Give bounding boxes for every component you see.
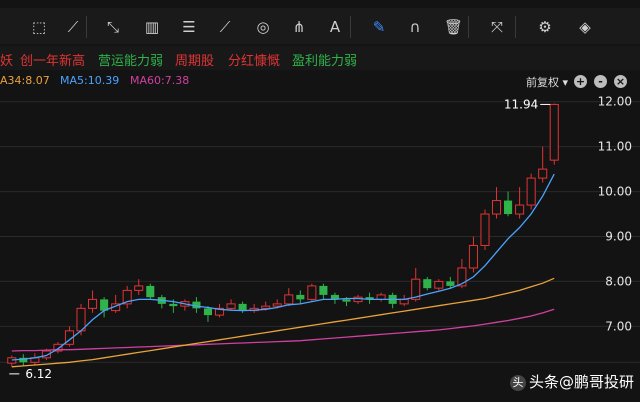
candle-body xyxy=(122,289,132,305)
candle-body xyxy=(238,303,247,311)
candle-body xyxy=(7,357,17,364)
high-price-label: 11.94 xyxy=(504,97,538,111)
candle-body xyxy=(284,294,294,305)
bars-icon[interactable]: ▥ xyxy=(144,18,160,36)
pen-icon[interactable]: ✎ xyxy=(372,18,386,36)
close-button[interactable]: × xyxy=(614,75,627,88)
toolbar-divider xyxy=(468,16,469,38)
stock-tag[interactable]: 分红慷慨 xyxy=(228,54,281,69)
candle-body xyxy=(134,285,144,291)
candle-body xyxy=(88,298,98,309)
watermark-label: @鹏哥投研 xyxy=(559,373,635,391)
candle-body xyxy=(468,244,478,269)
ma34-value: A34:8.07 xyxy=(0,74,50,87)
candle-body xyxy=(261,305,271,309)
candle-body xyxy=(330,294,339,300)
low-price-label: 6.12 xyxy=(25,367,52,381)
polyline-icon[interactable]: ⤡ xyxy=(106,18,119,36)
candle-body xyxy=(399,298,409,305)
candle-body xyxy=(434,280,444,289)
fan-icon[interactable]: ⟋ xyxy=(67,18,79,36)
candle-body xyxy=(41,350,51,359)
candle-body xyxy=(226,303,236,309)
ma60-value: MA60:7.38 xyxy=(130,74,190,87)
toolbar-divider xyxy=(86,16,87,38)
zoom-out-button[interactable]: - xyxy=(594,75,607,88)
magnet-icon[interactable]: ∩ xyxy=(409,18,421,36)
candle-body xyxy=(353,296,363,303)
candle-body xyxy=(515,204,525,215)
layers-icon[interactable]: ◈ xyxy=(579,18,591,36)
toutiao-logo-icon: 头 xyxy=(510,374,526,391)
price-tick-label: 9.00 xyxy=(605,230,632,244)
ma5-line xyxy=(11,173,555,361)
price-tick-label: 12.00 xyxy=(598,95,632,109)
stock-tag[interactable]: 周期股 xyxy=(175,54,215,69)
candle-body xyxy=(342,299,351,302)
cycle-icon[interactable]: ◎ xyxy=(256,18,270,36)
channel-icon[interactable]: ☰ xyxy=(182,18,196,36)
candle-body xyxy=(169,303,178,307)
candle-body xyxy=(214,307,225,316)
candle-body xyxy=(538,168,548,179)
price-tick-label: 7.00 xyxy=(605,319,632,333)
pitchfork-icon[interactable]: ⋔ xyxy=(292,18,306,36)
candle-body xyxy=(491,200,502,215)
zoom-in-button[interactable]: + xyxy=(574,75,587,88)
candle-body xyxy=(272,303,282,307)
candle-body xyxy=(192,301,201,309)
stock-tag[interactable]: 营运能力弱 xyxy=(98,54,164,69)
price-tick-label: 10.00 xyxy=(598,185,632,199)
candle-body xyxy=(19,357,28,363)
candle-body xyxy=(307,285,317,300)
candle-body xyxy=(319,285,328,295)
triangle-down-icon: ▾ xyxy=(562,76,569,89)
ma-legend: A34:8.07 MA5:10.39 MA60:7.38 xyxy=(0,74,640,90)
price-tick-label: 8.00 xyxy=(605,274,632,288)
toolbar-divider xyxy=(515,16,516,38)
tag-bar: 妖创一年新高 营运能力弱 周期股 分红慷慨 盈利能力弱 xyxy=(0,46,640,70)
watermark: 头头条@鹏哥投研 xyxy=(510,371,634,392)
toolbar-divider xyxy=(350,16,351,38)
candle-body xyxy=(64,330,75,345)
restoration-dropdown[interactable]: 前复权 ▾ xyxy=(526,74,568,90)
candle-body xyxy=(411,278,421,300)
candle-body xyxy=(549,103,559,161)
candle-body xyxy=(53,343,63,352)
stock-tag[interactable]: 盈利能力弱 xyxy=(292,54,358,69)
text-icon[interactable]: A xyxy=(329,18,341,36)
ma60-line xyxy=(11,308,555,352)
price-tick-label: 11.00 xyxy=(598,140,632,154)
candle-body xyxy=(457,267,467,287)
candle-body xyxy=(146,285,155,298)
candle-body xyxy=(203,308,213,316)
restoration-label: 前复权 xyxy=(526,76,559,89)
move-icon[interactable]: ⤧ xyxy=(490,18,503,36)
candle-body xyxy=(296,294,305,300)
candle-body xyxy=(526,177,536,206)
trash-icon[interactable]: 🗑 xyxy=(444,18,464,36)
candle-body xyxy=(480,213,490,246)
rectangle-icon[interactable]: ⬚ xyxy=(31,18,47,36)
candle-body xyxy=(446,281,455,286)
stock-tag[interactable]: 妖 xyxy=(0,54,14,69)
drawing-toolbar: ⬚ ⟋ ⤡ ▥ ☰ ⟋ ◎ ⋔ A ✎ ∩ 🗑 ⤧ ⚙ ◈ xyxy=(0,8,640,44)
ma34-line xyxy=(11,277,555,368)
candle-body xyxy=(376,294,386,300)
candle-body xyxy=(423,279,432,289)
candle-body xyxy=(100,299,109,311)
stock-tag[interactable]: 创一年新高 xyxy=(20,54,86,69)
candle-body xyxy=(365,297,374,300)
candle-body xyxy=(504,200,513,215)
line-tool-icon[interactable]: ⟋ xyxy=(219,18,231,36)
ma5-value: MA5:10.39 xyxy=(60,74,120,87)
watermark-source: 头条 xyxy=(529,373,560,391)
settings-icon[interactable]: ⚙ xyxy=(538,18,552,36)
